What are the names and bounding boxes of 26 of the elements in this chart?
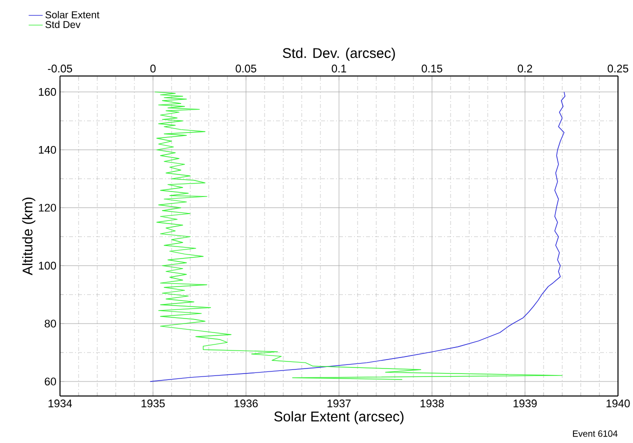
x-tick-label: 1940 xyxy=(606,400,630,408)
text: Event 6104 xyxy=(573,430,618,437)
x2-tick-label: 0 xyxy=(150,64,156,72)
x-tick-label: 1938 xyxy=(420,400,444,408)
legend-label: Solar Extent xyxy=(45,10,100,18)
x2-tick-label: 0.2 xyxy=(518,64,532,72)
x-tick-label: 1935 xyxy=(142,400,165,408)
y-tick-label: 120 xyxy=(38,204,56,212)
x2-axis-title: Std. Dev. (arcsec) xyxy=(282,48,395,61)
x-tick-label: 1936 xyxy=(234,400,258,408)
x2-tick-label: 0.15 xyxy=(422,64,442,72)
x2-tick-label: 0.25 xyxy=(608,64,628,72)
x-tick-label: 1939 xyxy=(514,400,537,408)
y-tick-label: 140 xyxy=(38,146,56,154)
y-tick-label: 100 xyxy=(38,262,56,270)
x2-tick-label: 0.1 xyxy=(332,64,346,72)
y-tick-label: 160 xyxy=(38,88,56,96)
y-tick-label: 80 xyxy=(44,320,56,328)
x-tick-label: 1937 xyxy=(328,400,351,408)
x-tick-label: 1934 xyxy=(48,400,72,408)
x2-tick-label: -0.05 xyxy=(48,64,72,72)
y-axis-title: Altitude (km) xyxy=(22,198,36,276)
x2-tick-label: 0.05 xyxy=(236,64,256,72)
legend-label: Std Dev xyxy=(45,20,81,28)
y-tick-label: 60 xyxy=(44,378,56,386)
x-axis-title: Solar Extent (arcsec) xyxy=(274,411,404,424)
